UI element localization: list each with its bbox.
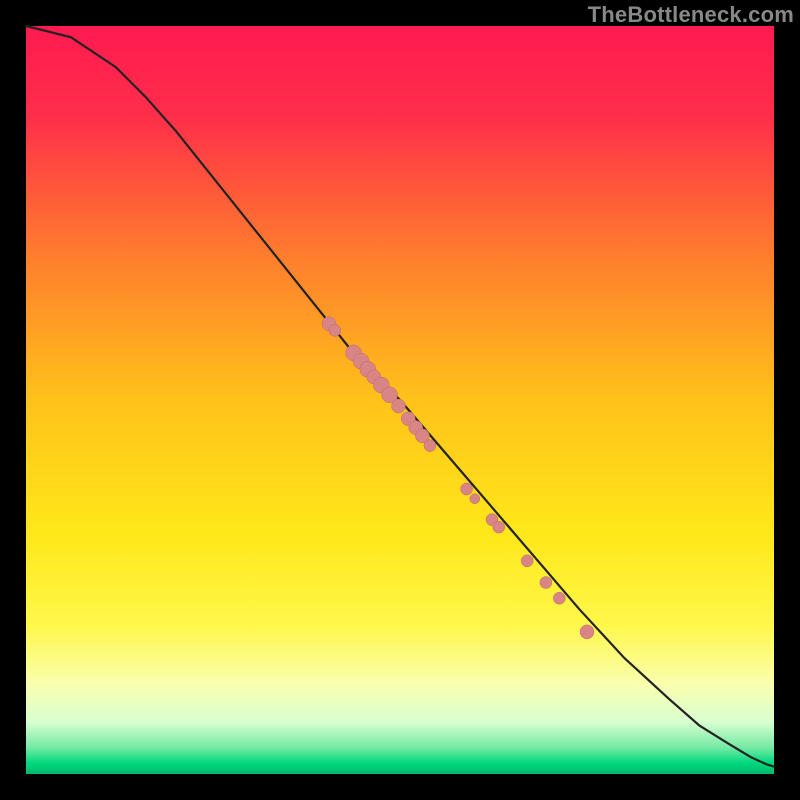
data-point <box>540 577 552 589</box>
watermark-text: TheBottleneck.com <box>588 2 794 28</box>
data-point <box>424 440 436 452</box>
data-point <box>392 399 406 413</box>
data-point <box>493 521 505 533</box>
chart-container: TheBottleneck.com <box>0 0 800 800</box>
data-point <box>470 494 480 504</box>
data-point <box>461 483 473 495</box>
data-point <box>521 555 533 567</box>
data-point <box>580 625 594 639</box>
data-point <box>329 324 341 336</box>
chart-svg <box>0 0 800 800</box>
data-point <box>553 592 565 604</box>
